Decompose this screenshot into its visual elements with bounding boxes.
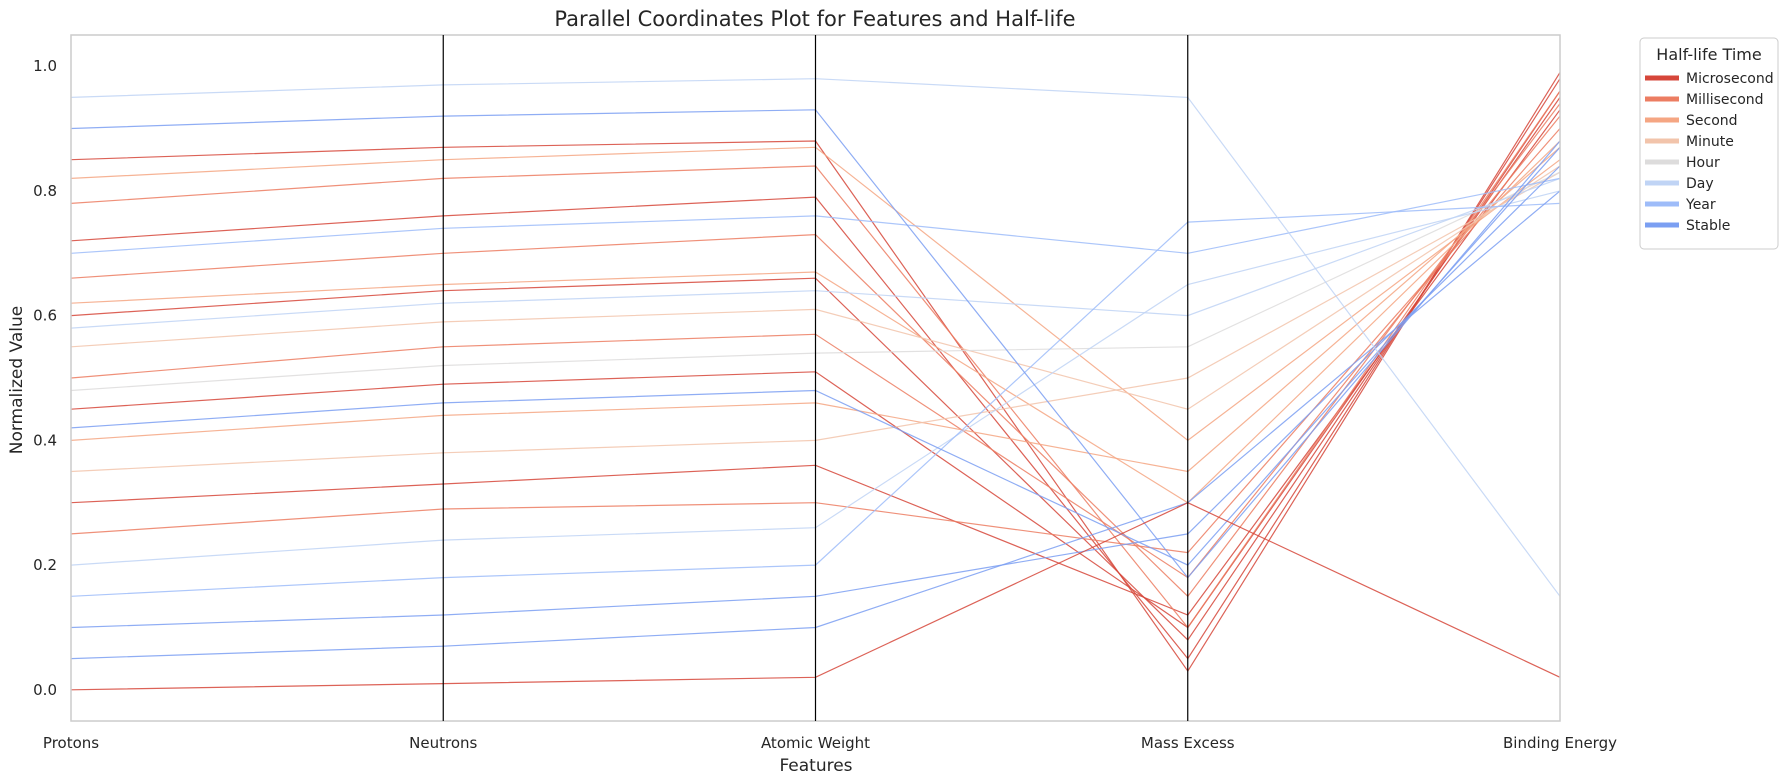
legend: Half-life Time Microsecond Millisecond Seco…: [1639, 37, 1779, 250]
y-tick-label: 0.6: [33, 307, 57, 325]
y-tick-label: 0.8: [33, 182, 57, 200]
y-tick-label: 0.0: [33, 681, 57, 699]
axes-layer: Protons Neutrons Atomic Weight Mass Excess B…: [33, 34, 1617, 752]
y-tick-label: 1.0: [33, 57, 57, 75]
x-tick-label: Neutrons: [409, 734, 477, 752]
legend-box: [1639, 37, 1779, 250]
legend-label: Hour: [1686, 155, 1720, 171]
chart-title: Parallel Coordinates Plot for Features a…: [554, 7, 1075, 31]
legend-label: Year: [1685, 197, 1716, 213]
legend-title: Half-life Time: [1656, 45, 1761, 64]
x-tick-label: Mass Excess: [1141, 734, 1235, 752]
x-axis-title: Features: [779, 756, 852, 776]
y-axis-title: Normalized Value: [7, 306, 27, 455]
legend-label: Stable: [1686, 218, 1730, 234]
x-tick-label: Protons: [43, 734, 99, 752]
legend-label: Millisecond: [1686, 92, 1764, 108]
legend-label: Day: [1686, 176, 1714, 192]
y-tick-label: 0.4: [33, 431, 57, 449]
y-tick-label: 0.2: [33, 556, 57, 574]
legend-label: Second: [1686, 113, 1738, 129]
legend-label: Microsecond: [1686, 71, 1774, 87]
x-tick-label: Binding Energy: [1503, 734, 1617, 752]
x-tick-label: Atomic Weight: [761, 734, 870, 752]
legend-label: Minute: [1686, 134, 1734, 150]
